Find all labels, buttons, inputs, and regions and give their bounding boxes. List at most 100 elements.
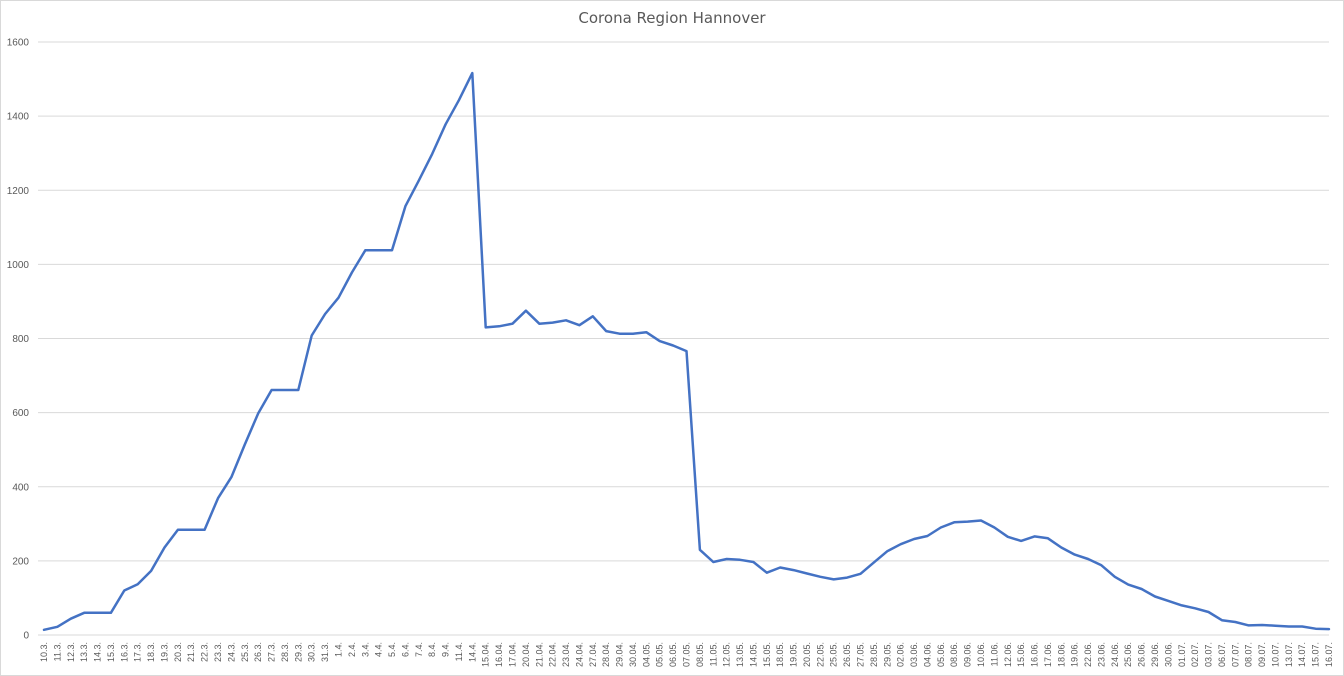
x-tick-label: 11.4. — [454, 642, 464, 661]
x-tick-label: 08.05. — [695, 642, 705, 667]
x-tick-label: 23.06. — [1096, 642, 1106, 667]
x-tick-label: 15.05. — [762, 642, 772, 667]
x-axis-ticks: 10.3. 11.3. 12.3. 13.3. 14.3. 15.3. 16.3. 17.3.… — [39, 642, 1334, 667]
x-tick-label: 30.04. — [628, 642, 638, 667]
x-tick-label: 12.05. — [722, 642, 732, 667]
x-tick-label: 28.3. — [280, 642, 290, 662]
x-tick-label: 18.05. — [775, 642, 785, 667]
x-tick-label: 3.4. — [360, 642, 370, 657]
x-tick-label: 22.05. — [815, 642, 825, 667]
x-tick-label: 28.04. — [601, 642, 611, 667]
x-tick-label: 07.05. — [682, 642, 692, 667]
x-tick-label: 29.05. — [882, 642, 892, 667]
x-tick-label: 15.3. — [106, 642, 116, 662]
x-tick-label: 10.3. — [39, 642, 49, 662]
x-tick-label: 6.4. — [400, 642, 410, 657]
x-tick-label: 03.06. — [909, 642, 919, 667]
x-tick-label: 1.4. — [333, 642, 343, 657]
y-tick-label: 600 — [12, 408, 29, 419]
x-tick-label: 09.07. — [1257, 642, 1267, 667]
x-tick-label: 17.06. — [1043, 642, 1053, 667]
x-tick-label: 16.07. — [1324, 642, 1334, 667]
y-tick-label: 1600 — [7, 38, 30, 49]
x-tick-label: 14.07. — [1297, 642, 1307, 667]
x-tick-label: 16.06. — [1030, 642, 1040, 667]
x-tick-label: 18.06. — [1056, 642, 1066, 667]
x-tick-label: 16.3. — [119, 642, 129, 662]
x-tick-label: 16.04. — [494, 642, 504, 667]
x-tick-label: 11.06. — [989, 642, 999, 666]
x-tick-label: 10.07. — [1270, 642, 1280, 667]
x-tick-label: 25.06. — [1123, 642, 1133, 667]
x-tick-label: 20.04. — [521, 642, 531, 667]
x-tick-label: 22.3. — [200, 642, 210, 662]
x-tick-label: 27.3. — [267, 642, 277, 662]
x-tick-label: 11.05. — [708, 642, 718, 666]
x-tick-label: 02.06. — [896, 642, 906, 667]
x-tick-label: 06.05. — [668, 642, 678, 667]
x-tick-label: 27.05. — [856, 642, 866, 667]
x-tick-label: 01.07. — [1177, 642, 1187, 667]
x-tick-label: 14.3. — [93, 642, 103, 662]
x-tick-label: 26.3. — [253, 642, 263, 662]
x-tick-label: 26.05. — [842, 642, 852, 667]
x-tick-label: 15.06. — [1016, 642, 1026, 667]
x-tick-label: 21.04. — [534, 642, 544, 667]
x-tick-label: 13.07. — [1284, 642, 1294, 667]
x-tick-label: 19.3. — [159, 642, 169, 662]
x-tick-label: 20.3. — [173, 642, 183, 662]
x-tick-label: 24.06. — [1110, 642, 1120, 667]
x-tick-label: 25.3. — [240, 642, 250, 662]
x-tick-label: 10.06. — [976, 642, 986, 667]
x-tick-label: 17.3. — [133, 642, 143, 662]
x-tick-label: 12.3. — [66, 642, 76, 662]
x-tick-label: 9.4. — [441, 642, 451, 657]
x-tick-label: 08.06. — [949, 642, 959, 667]
x-tick-label: 14.05. — [748, 642, 758, 667]
y-tick-label: 1200 — [7, 186, 30, 197]
x-tick-label: 29.3. — [293, 642, 303, 662]
x-tick-label: 30.3. — [307, 642, 317, 662]
x-tick-label: 17.04. — [507, 642, 517, 667]
x-tick-label: 25.05. — [829, 642, 839, 667]
x-tick-label: 26.06. — [1137, 642, 1147, 667]
x-tick-label: 02.07. — [1190, 642, 1200, 667]
x-tick-label: 2.4. — [347, 642, 357, 657]
x-tick-label: 31.3. — [320, 642, 330, 662]
x-tick-label: 27.04. — [588, 642, 598, 667]
x-tick-label: 8.4. — [427, 642, 437, 657]
y-tick-label: 800 — [12, 334, 29, 345]
gridlines — [38, 41, 1329, 636]
y-tick-label: 200 — [12, 556, 29, 567]
x-tick-label: 14.4. — [467, 642, 477, 662]
x-tick-label: 22.06. — [1083, 642, 1093, 667]
x-tick-label: 15.07. — [1311, 642, 1321, 667]
x-tick-label: 11.3. — [52, 642, 62, 661]
x-tick-label: 04.05. — [641, 642, 651, 667]
x-tick-label: 15.04. — [481, 642, 491, 667]
x-tick-label: 24.3. — [226, 642, 236, 662]
x-tick-label: 13.05. — [735, 642, 745, 667]
series-line — [42, 71, 1331, 632]
x-tick-label: 07.07. — [1230, 642, 1240, 667]
x-tick-label: 21.3. — [186, 642, 196, 662]
x-tick-label: 20.05. — [802, 642, 812, 667]
x-tick-label: 18.3. — [146, 642, 156, 662]
y-axis-ticks: 0 200 400 600 800 1000 1200 1400 1600 — [7, 38, 30, 642]
x-tick-label: 05.05. — [655, 642, 665, 667]
x-tick-label: 05.06. — [936, 642, 946, 667]
x-tick-label: 19.06. — [1070, 642, 1080, 667]
y-tick-label: 0 — [23, 631, 29, 642]
x-tick-label: 19.05. — [789, 642, 799, 667]
x-tick-label: 23.04. — [561, 642, 571, 667]
x-tick-label: 29.06. — [1150, 642, 1160, 667]
x-tick-label: 06.07. — [1217, 642, 1227, 667]
y-tick-label: 400 — [12, 482, 29, 493]
x-tick-label: 04.06. — [922, 642, 932, 667]
x-tick-label: 03.07. — [1204, 642, 1214, 667]
y-tick-label: 1400 — [7, 112, 30, 123]
x-tick-label: 29.04. — [615, 642, 625, 667]
x-tick-label: 30.06. — [1163, 642, 1173, 667]
x-tick-label: 12.06. — [1003, 642, 1013, 667]
chart-title: Corona Region Hannover — [578, 9, 766, 27]
